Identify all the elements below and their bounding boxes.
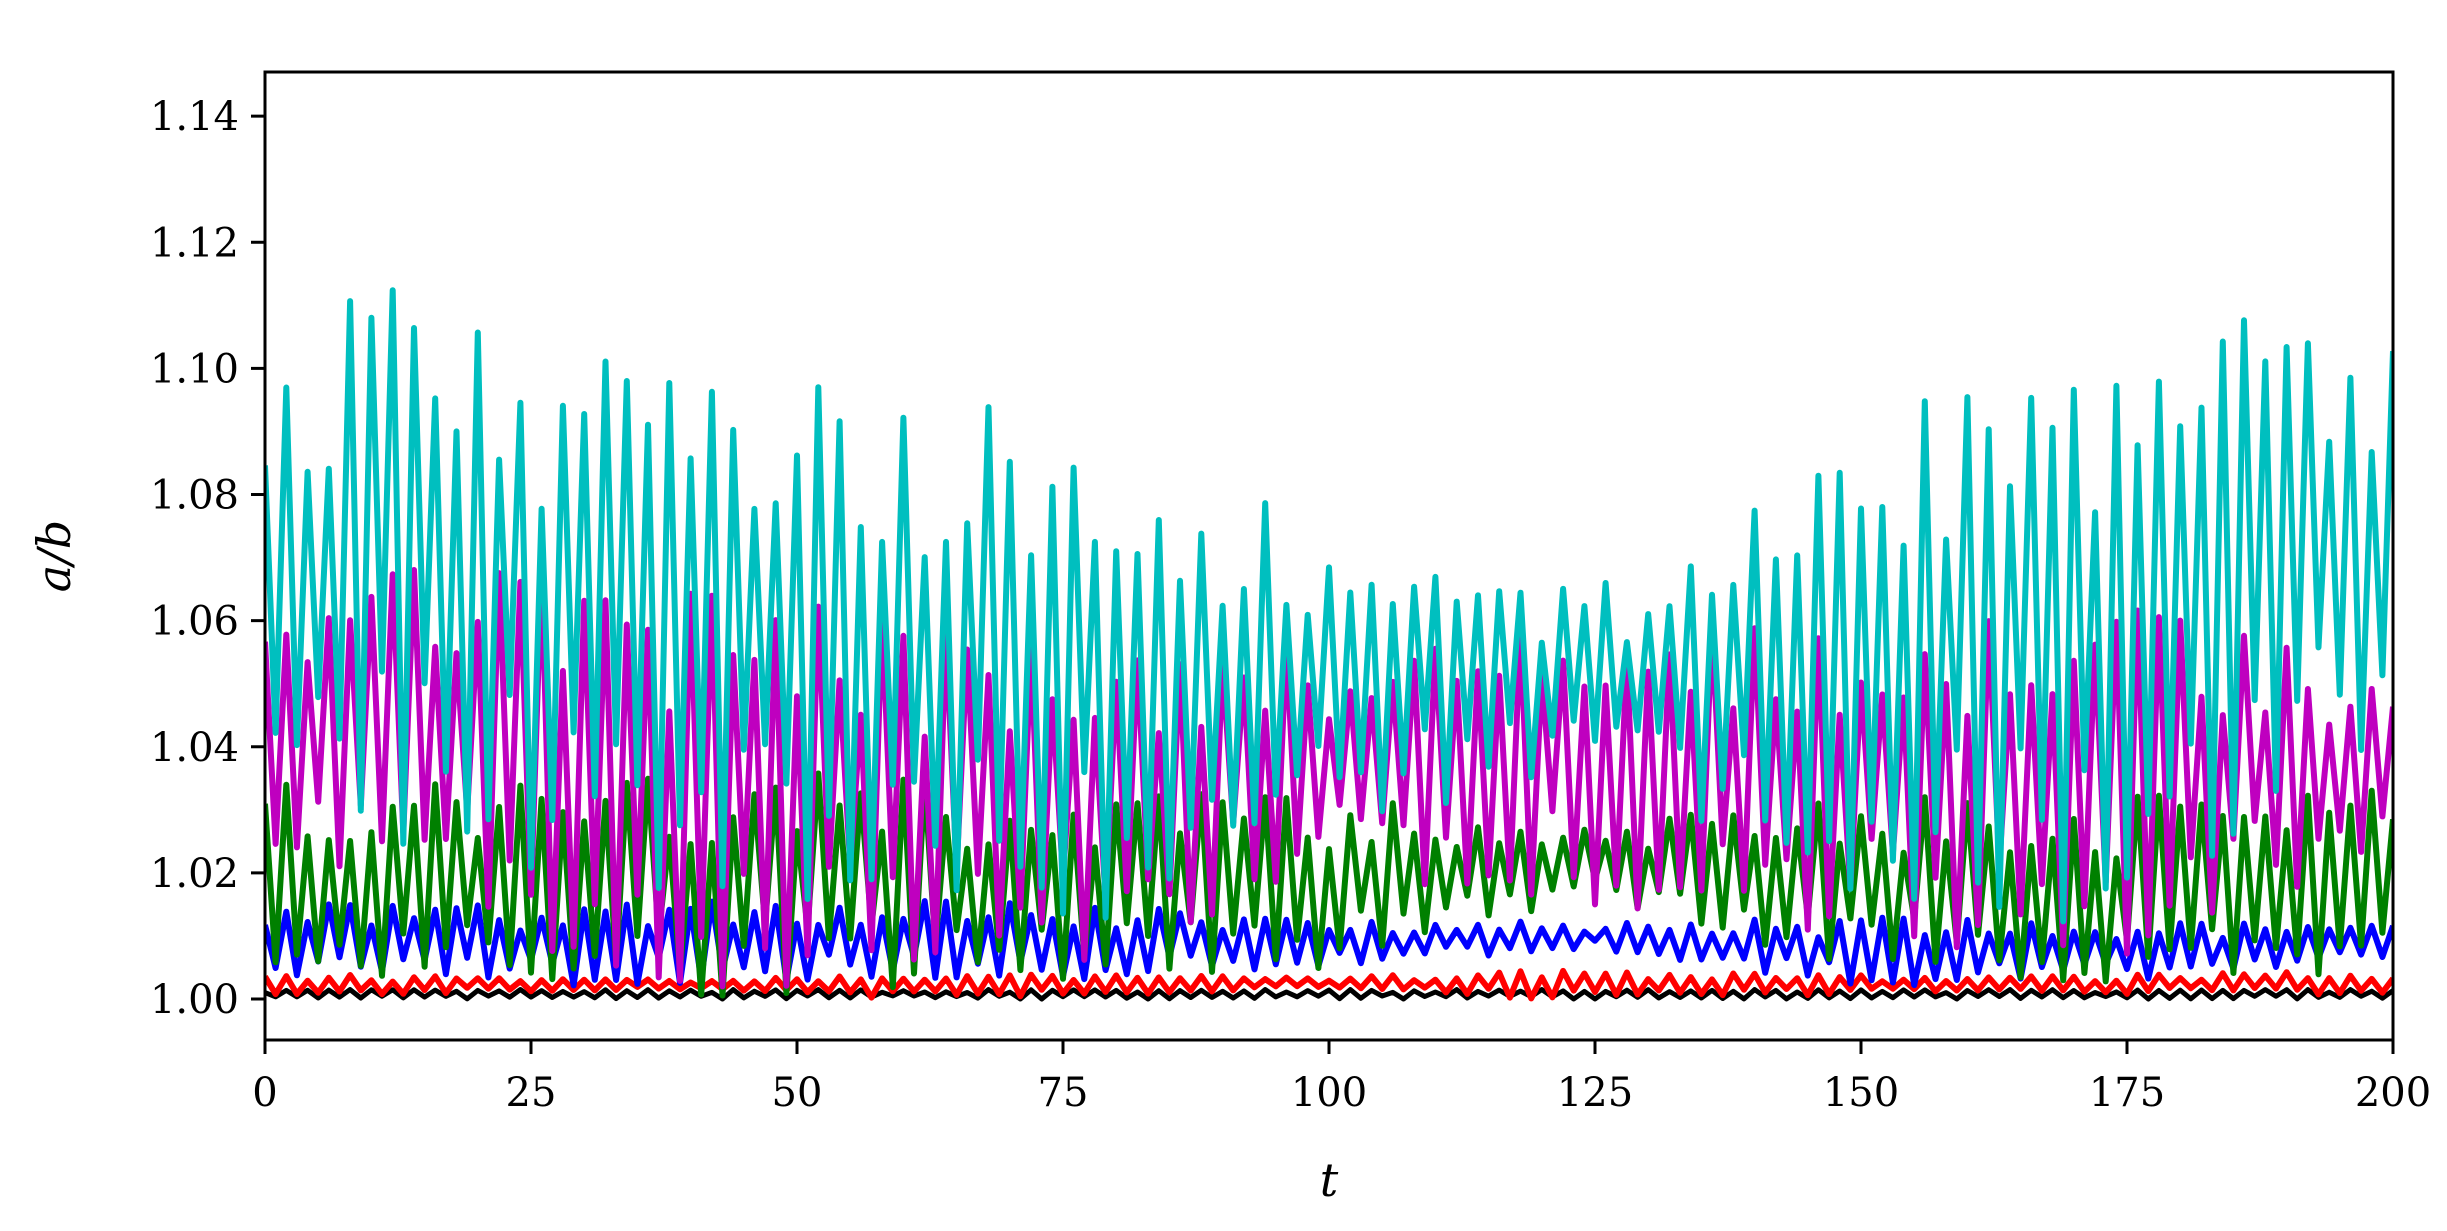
- y-tick-label: 1.10: [150, 346, 239, 392]
- series-line-2: [265, 967, 2393, 1002]
- y-tick-label: 1.04: [150, 725, 239, 771]
- series-line-5: [265, 566, 2393, 990]
- y-tick-label: 1.00: [150, 977, 239, 1023]
- series-line-6: [265, 287, 2393, 925]
- x-tick-label: 175: [2089, 1070, 2165, 1116]
- series-line-1: [265, 987, 2393, 1002]
- y-tick-label: 1.06: [150, 599, 239, 645]
- y-tick-label: 1.08: [150, 473, 239, 519]
- y-axis-label: a/b: [27, 520, 81, 592]
- y-axis: 1.00 1.02 1.04 1.06 1.08 1.10 1.12 1.14: [150, 94, 265, 1023]
- x-tick-label: 75: [1038, 1070, 1089, 1116]
- x-axis: 0 25 50 75 100 125 150 175 200: [252, 1040, 2431, 1116]
- y-tick-label: 1.12: [150, 220, 239, 266]
- x-tick-label: 0: [252, 1070, 277, 1116]
- y-tick-label: 1.02: [150, 851, 239, 897]
- x-tick-label: 200: [2355, 1070, 2431, 1116]
- x-tick-label: 50: [772, 1070, 823, 1116]
- x-tick-label: 125: [1557, 1070, 1633, 1116]
- y-tick-label: 1.14: [150, 94, 239, 140]
- x-tick-label: 150: [1823, 1070, 1899, 1116]
- x-tick-label: 25: [506, 1070, 557, 1116]
- x-axis-label: t: [1320, 1153, 1339, 1207]
- series-layer: [265, 287, 2393, 1002]
- x-tick-label: 100: [1291, 1070, 1367, 1116]
